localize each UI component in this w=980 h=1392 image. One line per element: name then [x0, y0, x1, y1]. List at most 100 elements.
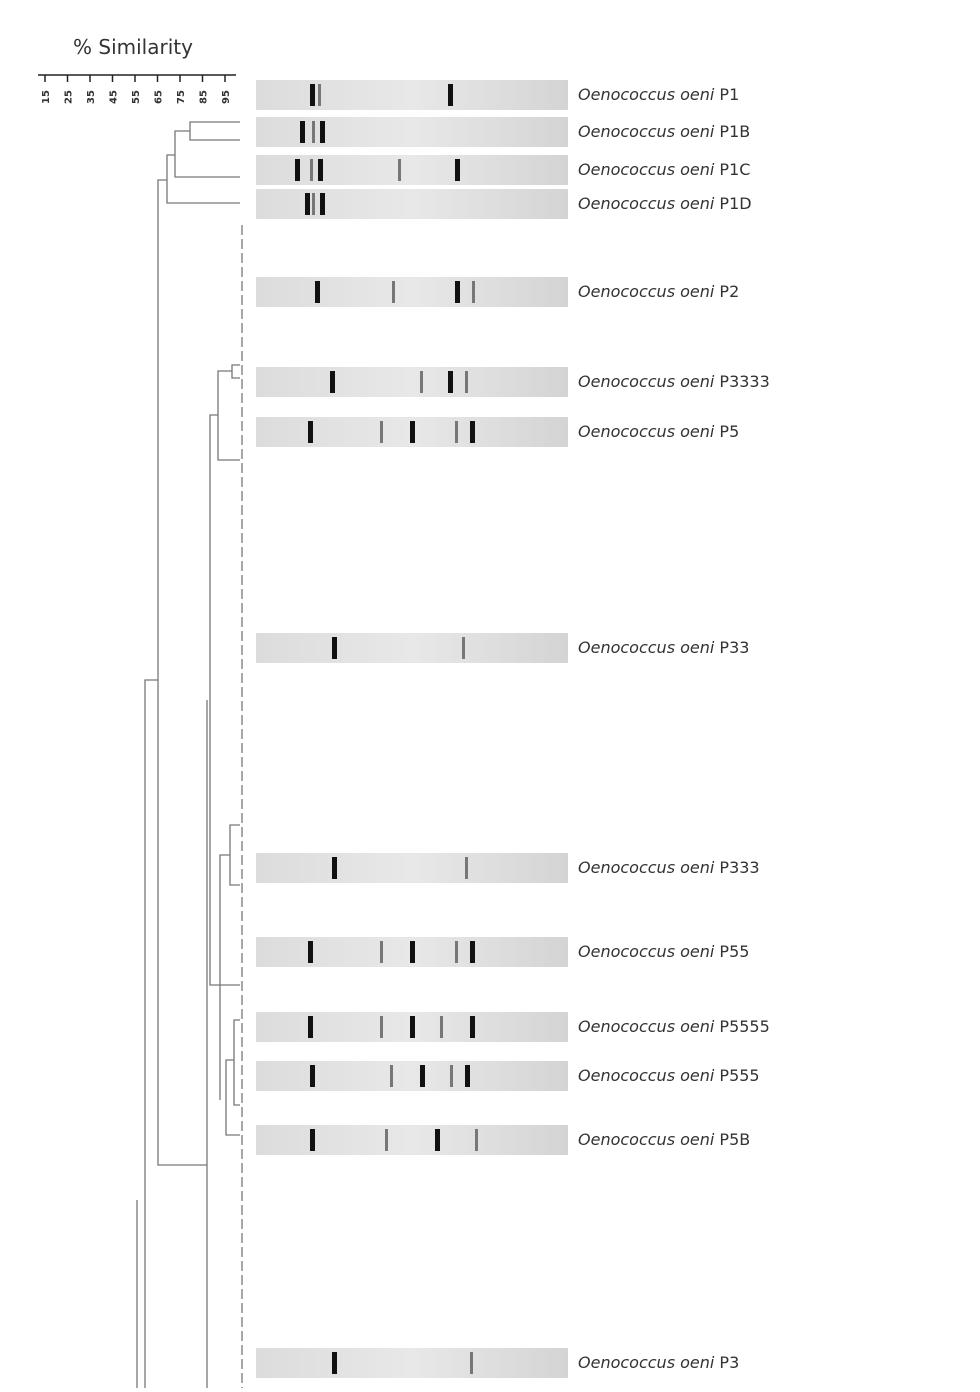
strain: P1C	[719, 160, 750, 179]
band	[385, 1129, 388, 1151]
scale-tick-label: 75	[176, 90, 187, 104]
lane	[256, 277, 568, 307]
gel-lane	[256, 1061, 568, 1091]
band	[450, 1065, 453, 1087]
band	[465, 1065, 470, 1087]
strain: P3	[719, 1353, 739, 1372]
band	[300, 121, 305, 143]
strain: P1B	[719, 122, 750, 141]
band	[470, 941, 475, 963]
band	[465, 371, 468, 393]
species: Oenococcus oeni	[578, 1353, 715, 1372]
dendrogram	[137, 122, 242, 1388]
band	[455, 941, 458, 963]
band	[312, 121, 315, 143]
band	[320, 193, 325, 215]
species: Oenococcus oeni	[578, 372, 715, 391]
band	[465, 857, 468, 879]
band	[455, 159, 460, 181]
species: Oenococcus oeni	[578, 1130, 715, 1149]
gel-lane	[256, 80, 568, 110]
band	[332, 857, 337, 879]
band	[470, 1352, 473, 1374]
gel-lane	[256, 1125, 568, 1155]
band	[398, 159, 401, 181]
band	[462, 637, 465, 659]
scale-tick-label: 25	[64, 90, 75, 104]
figure: % Similarity 152535455565758595Oenococcu…	[0, 0, 980, 1388]
scale-tick-label: 95	[221, 90, 232, 104]
taxon-label: Oenococcus oeni P1	[578, 85, 739, 104]
strain: P1	[719, 85, 739, 104]
band	[308, 421, 313, 443]
band	[435, 1129, 440, 1151]
band	[315, 281, 320, 303]
taxon-label: Oenococcus oeni P33	[578, 638, 749, 657]
band	[420, 371, 423, 393]
strain: P1D	[719, 194, 751, 213]
taxon-label: Oenococcus oeni P1D	[578, 194, 752, 213]
band	[295, 159, 300, 181]
band	[380, 421, 383, 443]
scale-tick-label: 35	[86, 90, 97, 104]
taxon-label: Oenococcus oeni P333	[578, 858, 760, 877]
band	[330, 371, 335, 393]
band	[470, 1016, 475, 1038]
band	[310, 84, 315, 106]
band	[392, 281, 395, 303]
scale-tick-label: 45	[109, 90, 120, 104]
scale-tick-label: 85	[199, 90, 210, 104]
band	[318, 159, 323, 181]
species: Oenococcus oeni	[578, 122, 715, 141]
scale-title: % Similarity	[73, 35, 193, 59]
taxon-label: Oenococcus oeni P3	[578, 1353, 739, 1372]
band	[448, 84, 453, 106]
strain: P5B	[719, 1130, 750, 1149]
species: Oenococcus oeni	[578, 85, 715, 104]
taxon-label: Oenococcus oeni P1B	[578, 122, 750, 141]
band	[332, 637, 337, 659]
strain: P33	[719, 638, 749, 657]
band	[305, 193, 310, 215]
scale-tick-label: 65	[154, 90, 165, 104]
species: Oenococcus oeni	[578, 858, 715, 877]
lane	[256, 853, 568, 883]
taxon-label: Oenococcus oeni P5	[578, 422, 739, 441]
taxon-label: Oenococcus oeni P3333	[578, 372, 770, 391]
band	[410, 421, 415, 443]
strain: P55	[719, 942, 749, 961]
scale-tick-label: 55	[131, 90, 142, 104]
strain: P555	[719, 1066, 759, 1085]
taxon-label: Oenococcus oeni P1C	[578, 160, 750, 179]
band	[320, 121, 325, 143]
species: Oenococcus oeni	[578, 1017, 715, 1036]
lane	[256, 367, 568, 397]
band	[318, 84, 321, 106]
species: Oenococcus oeni	[578, 942, 715, 961]
taxon-label: Oenococcus oeni P5B	[578, 1130, 750, 1149]
lane	[256, 80, 568, 110]
gel-lane	[256, 1348, 568, 1378]
band	[308, 1016, 313, 1038]
taxon-label: Oenococcus oeni P55	[578, 942, 749, 961]
band	[448, 371, 453, 393]
gel-lane	[256, 1012, 568, 1042]
gel-lane	[256, 189, 568, 219]
band	[475, 1129, 478, 1151]
species: Oenococcus oeni	[578, 638, 715, 657]
band	[312, 193, 315, 215]
gel-lane	[256, 417, 568, 447]
strain: P2	[719, 282, 739, 301]
gel-lane	[256, 117, 568, 147]
lane	[256, 1125, 568, 1155]
strain: P5555	[719, 1017, 769, 1036]
taxon-label: Oenococcus oeni P5555	[578, 1017, 770, 1036]
species: Oenococcus oeni	[578, 194, 715, 213]
band	[455, 421, 458, 443]
strain: P3333	[719, 372, 769, 391]
gel-lane	[256, 937, 568, 967]
band	[440, 1016, 443, 1038]
band	[390, 1065, 393, 1087]
species: Oenococcus oeni	[578, 282, 715, 301]
band	[380, 1016, 383, 1038]
